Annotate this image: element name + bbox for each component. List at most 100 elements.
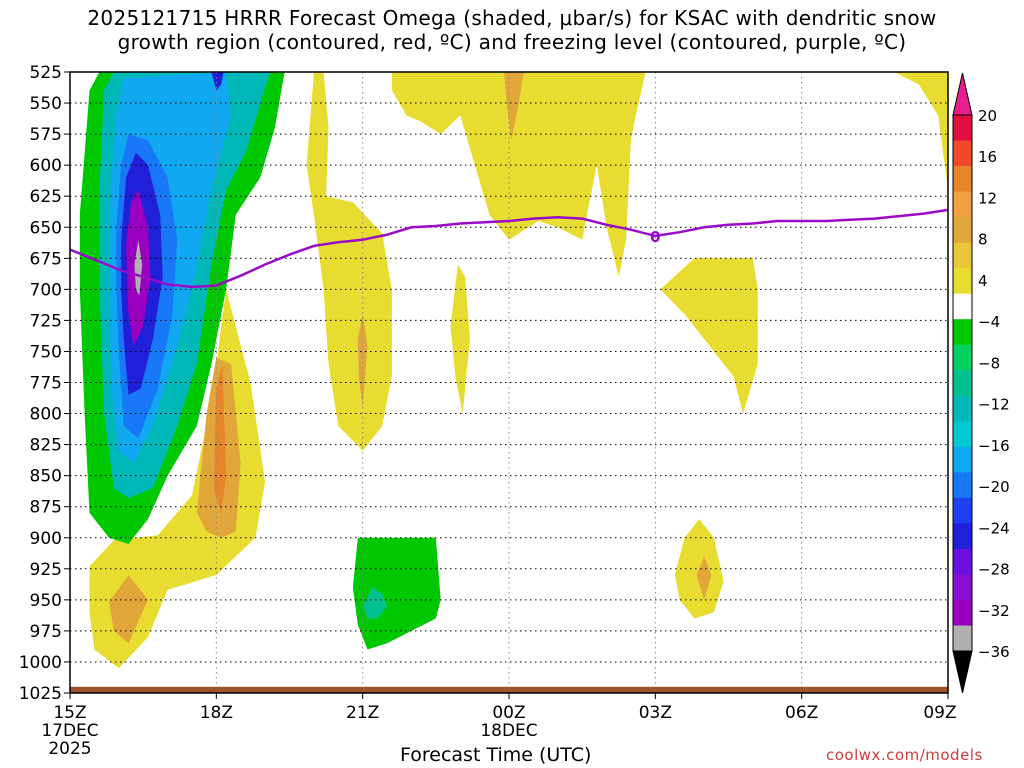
chart-title: 2025121715 HRRR Forecast Omega (shaded, … [0,6,1024,54]
colorbar-bin-6 [953,242,972,269]
x-tick-label-21Z: 21Z [346,703,379,723]
omega-region-neg22-7 [211,72,224,91]
colorbar-bin-18 [953,548,972,575]
colorbar-bin-13 [953,421,972,448]
colorbar-label-0: 20 [978,107,997,125]
omega-region-neg10-9 [362,587,388,619]
colorbar-label-9: −20 [978,478,1010,496]
y-tick-label-900: 900 [30,529,62,549]
freezing-level-line [69,208,949,289]
y-tick-label-950: 950 [30,591,62,611]
colorbar: 20 16 12 8 4 −4 −8 −12 −16 −20 −24 −28 −32 −36 [952,72,1010,694]
omega-region-6-12 [894,72,948,190]
y-tick-label-600: 600 [30,156,62,176]
omega-region-10-5 [357,314,368,408]
x-tick-label-15Z: 15Z [53,703,86,723]
gridlines [70,71,948,694]
y-tick-label-825: 825 [30,436,62,456]
y-tick-label-700: 700 [30,280,62,300]
y-tick-label-750: 750 [30,342,62,362]
omega-region-14-2 [213,363,227,513]
y-tick-label-650: 650 [30,218,62,238]
y-tick-label-675: 675 [30,249,62,269]
y-tick-label-850: 850 [30,467,62,487]
x-tick-sublabel-2025: 2025 [48,739,91,759]
colorbar-label-3: 8 [978,231,988,249]
plot-area: 0 [69,71,949,694]
colorbar-bin-20 [953,599,972,626]
colorbar-label-2: 12 [978,189,997,207]
colorbar-label-8: −16 [978,437,1010,455]
omega-region-6-10 [674,519,724,619]
omega-region-neg30-6 [134,239,143,296]
omega-region-6-6 [391,72,646,277]
colorbar-label-4: 4 [978,272,988,290]
omega-region-10-3 [109,575,148,644]
colorbar-label-12: −32 [978,602,1010,620]
x-tick-label-06Z: 06Z [785,703,818,723]
colorbar-bin-7 [953,268,972,295]
x-axis-title: Forecast Time (UTC) [400,744,592,766]
colorbar-label-5: −4 [978,313,1000,331]
colorbar-bin-15 [953,472,972,499]
credit-link[interactable]: coolwx.com/models [826,746,983,764]
x-tick-label-00Z: 00Z [492,703,525,723]
y-tick-label-1000: 1000 [19,653,62,673]
ground-surface [70,686,948,693]
omega-region-10-11 [696,556,712,600]
colorbar-bin-1 [953,115,972,142]
colorbar-bin-19 [953,574,972,601]
colorbar-bin-3 [953,166,972,193]
colorbar-bin-11 [953,370,972,397]
colorbar-arrow-top [952,72,973,116]
colorbar-bin-5 [953,217,972,244]
colorbar-bin-16 [953,497,972,524]
freezing-level-contour: 0 [69,208,949,289]
x-tick-sublabel-18DEC: 18DEC [480,721,537,741]
x-tick-sublabel-17DEC: 17DEC [41,721,98,741]
colorbar-label-10: −24 [978,519,1010,537]
colorbar-bin-21 [953,625,972,652]
colorbar-label-6: −8 [978,354,1000,372]
colorbar-label-1: 16 [978,148,997,166]
y-tick-label-725: 725 [30,311,62,331]
freezing-level-label: 0 [650,228,660,246]
colorbar-bin-9 [953,319,972,346]
omega-positive-shading [89,72,948,669]
colorbar-bin-10 [953,344,972,371]
x-tick-label-09Z: 09Z [923,703,956,723]
colorbar-bin-8 [953,293,972,320]
omega-region-neg6-8 [352,537,441,650]
y-axis: 525 550 575 600 625 650 675 700 725 750 775 800 825 8… [19,63,70,704]
colorbar-bin-2 [953,140,972,167]
colorbar-label-11: −28 [978,561,1010,579]
colorbar-bin-12 [953,395,972,422]
omega-negative-shading [79,72,441,650]
y-tick-label-575: 575 [30,125,62,145]
colorbar-label-7: −12 [978,396,1010,414]
y-tick-label-975: 975 [30,622,62,642]
x-tick-label-03Z: 03Z [639,703,672,723]
y-tick-label-550: 550 [30,94,62,114]
y-tick-label-775: 775 [30,374,62,394]
omega-region-6-4 [306,72,392,451]
colorbar-bin-4 [953,191,972,218]
colorbar-bin-17 [953,523,972,550]
y-tick-label-875: 875 [30,498,62,518]
y-tick-label-925: 925 [30,560,62,580]
ground-band [70,686,948,693]
omega-region-6-8 [450,264,470,414]
omega-region-10-7 [504,72,524,141]
colorbar-arrow-bottom [952,650,973,694]
y-tick-label-1025: 1025 [19,684,62,704]
y-tick-label-625: 625 [30,187,62,207]
chart-title-line2: growth region (contoured, red, ºC) and f… [117,30,907,54]
colorbar-bin-14 [953,446,972,473]
colorbar-label-13: −36 [978,643,1010,661]
omega-region-6-9 [660,258,758,414]
x-tick-label-18Z: 18Z [200,703,233,723]
y-tick-label-525: 525 [30,63,62,83]
chart-title-line1: 2025121715 HRRR Forecast Omega (shaded, … [87,6,937,30]
